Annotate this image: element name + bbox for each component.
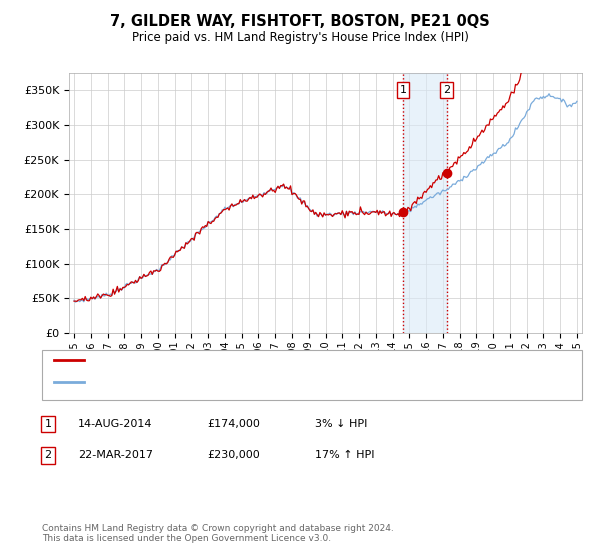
Text: 7, GILDER WAY, FISHTOFT, BOSTON, PE21 0QS: 7, GILDER WAY, FISHTOFT, BOSTON, PE21 0Q…: [110, 14, 490, 29]
Text: 1: 1: [400, 85, 406, 95]
Text: 1: 1: [44, 419, 52, 429]
Text: HPI: Average price, detached house, Boston: HPI: Average price, detached house, Bost…: [91, 377, 320, 387]
Text: £230,000: £230,000: [207, 450, 260, 460]
Text: 14-AUG-2014: 14-AUG-2014: [78, 419, 152, 429]
Text: 17% ↑ HPI: 17% ↑ HPI: [315, 450, 374, 460]
Text: 3% ↓ HPI: 3% ↓ HPI: [315, 419, 367, 429]
Bar: [403, 73, 446, 333]
Text: Contains HM Land Registry data © Crown copyright and database right 2024.
This d: Contains HM Land Registry data © Crown c…: [42, 524, 394, 543]
Text: £174,000: £174,000: [207, 419, 260, 429]
Text: 22-MAR-2017: 22-MAR-2017: [78, 450, 153, 460]
Text: 2: 2: [443, 85, 450, 95]
Text: 2: 2: [44, 450, 52, 460]
Text: 7, GILDER WAY, FISHTOFT, BOSTON, PE21 0QS (detached house): 7, GILDER WAY, FISHTOFT, BOSTON, PE21 0Q…: [91, 354, 428, 365]
Text: Price paid vs. HM Land Registry's House Price Index (HPI): Price paid vs. HM Land Registry's House …: [131, 31, 469, 44]
